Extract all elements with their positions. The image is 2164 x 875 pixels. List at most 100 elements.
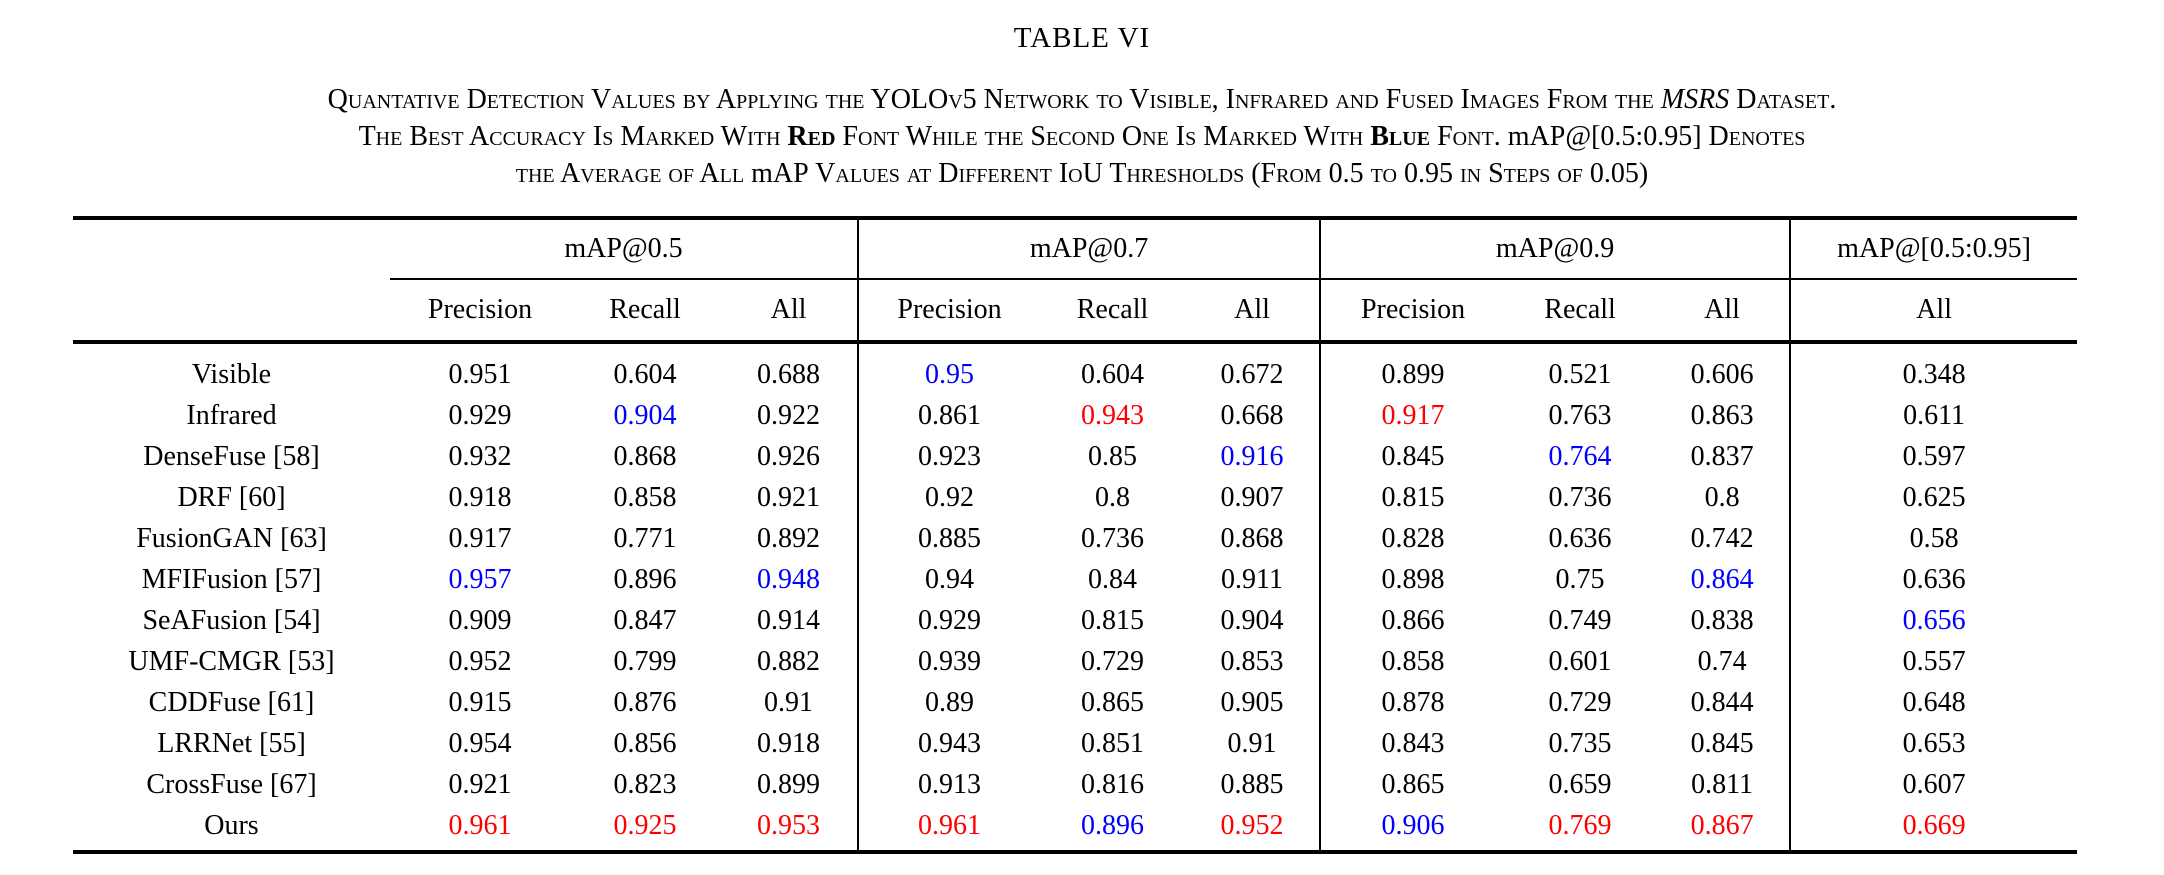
value-cell: 0.95 [857,342,1041,395]
value-cell: 0.636 [1789,559,2078,600]
sub-header-recall-3: Recall [1505,279,1656,344]
value-cell: 0.922 [757,399,820,431]
method-label: DRF [60] [177,481,286,513]
value-cell: 0.89 [857,682,1041,723]
value-cell: 0.769 [1505,805,1656,854]
value-cell: 0.668 [1220,399,1284,431]
value-cell: 0.853 [1220,645,1284,677]
value-cell: 0.866 [1319,600,1506,641]
value-cell: 0.952 [1185,805,1321,854]
results-table: mAP@0.5 mAP@0.7 mAP@0.9 mAP@[0.5:0.95] P… [73,216,2078,854]
value-cell: 0.858 [613,481,677,513]
value-cell: 0.58 [1789,518,2078,559]
sub-header-precision-1: Precision [390,279,570,344]
method-label: SeAFusion [54] [142,604,321,636]
value-cell: 0.915 [448,686,512,718]
value-cell: 0.653 [1789,723,2078,764]
value-cell: 0.909 [448,604,512,636]
value-cell: 0.648 [1789,682,2078,723]
value-cell: 0.604 [1081,358,1145,390]
value-cell: 0.91 [1227,727,1277,759]
value-cell: 0.735 [1548,727,1612,759]
value-cell: 0.913 [857,764,1041,805]
value-cell: 0.858 [1319,641,1506,682]
value-cell: 0.867 [1655,805,1791,854]
table-row: DenseFuse [58] 0.932 0.868 0.926 0.923 0.85 0.… [73,436,2078,477]
value-cell: 0.688 [757,358,820,390]
sub-header-all-1: All [720,279,859,344]
value-cell: 0.921 [448,768,512,800]
sub-header-precision-2: Precision [857,279,1041,344]
method-label: CrossFuse [67] [146,768,317,800]
table-row: CDDFuse [61] 0.915 0.876 0.91 0.89 0.865 0.905… [73,682,2078,723]
method-label: DenseFuse [58] [143,440,320,472]
method-label: Infrared [186,399,277,431]
value-cell: 0.939 [857,641,1041,682]
value-cell: 0.954 [448,727,512,759]
value-cell: 0.918 [448,481,512,513]
value-cell: 0.916 [1220,440,1284,472]
value-cell: 0.799 [613,645,677,677]
value-cell: 0.948 [757,563,820,595]
value-cell: 0.882 [757,645,820,677]
value-cell: 0.828 [1319,518,1506,559]
value-cell: 0.896 [1040,805,1186,854]
value-cell: 0.672 [1220,358,1284,390]
value-cell: 0.84 [1088,563,1138,595]
value-cell: 0.843 [1319,723,1506,764]
value-cell: 0.921 [757,481,820,513]
col-group-map05-095: mAP@[0.5:0.95] [1789,216,2078,280]
value-cell: 0.961 [390,805,570,854]
value-cell: 0.861 [857,395,1041,436]
value-cell: 0.521 [1548,358,1612,390]
value-cell: 0.742 [1690,522,1754,554]
sub-header-empty [73,279,390,344]
table-row: CrossFuse [67] 0.921 0.823 0.899 0.913 0.816 0… [73,764,2078,805]
value-cell: 0.815 [1081,604,1145,636]
value-cell: 0.815 [1319,477,1506,518]
table-body: Visible 0.951 0.604 0.688 0.95 0.604 0.672 0.89… [73,342,2078,854]
value-cell: 0.8 [1704,481,1740,513]
value-cell: 0.961 [857,805,1041,854]
table-row: Visible 0.951 0.604 0.688 0.95 0.604 0.672 0.89… [73,342,2078,395]
value-cell: 0.914 [757,604,820,636]
value-cell: 0.864 [1690,563,1754,595]
value-cell: 0.923 [857,436,1041,477]
value-cell: 0.932 [448,440,512,472]
value-cell: 0.904 [613,399,677,431]
value-cell: 0.929 [448,399,512,431]
value-cell: 0.917 [1319,395,1506,436]
value-cell: 0.625 [1789,477,2078,518]
value-cell: 0.669 [1789,805,2078,854]
sub-header-all-2: All [1185,279,1321,344]
value-cell: 0.611 [1789,395,2078,436]
method-label: UMF-CMGR [53] [128,645,335,677]
value-cell: 0.91 [764,686,813,718]
table-row: DRF [60] 0.918 0.858 0.921 0.92 0.8 0.907 0.815… [73,477,2078,518]
value-cell: 0.898 [1319,559,1506,600]
value-cell: 0.925 [570,805,720,854]
value-cell: 0.851 [1081,727,1145,759]
sub-header-row: Precision Recall All Precision Recall Al… [73,279,2078,344]
value-cell: 0.844 [1690,686,1754,718]
method-label: MFIFusion [57] [141,563,322,595]
value-cell: 0.876 [613,686,677,718]
value-cell: 0.816 [1081,768,1145,800]
value-cell: 0.952 [448,645,512,677]
value-cell: 0.863 [1690,399,1754,431]
value-cell: 0.847 [613,604,677,636]
value-cell: 0.8 [1095,481,1131,513]
value-cell: 0.823 [613,768,677,800]
value-cell: 0.865 [1319,764,1506,805]
value-cell: 0.868 [613,440,677,472]
value-cell: 0.348 [1789,342,2078,395]
value-cell: 0.557 [1789,641,2078,682]
caption-line: the Average of All mAP Values at Differe… [515,158,1649,189]
value-cell: 0.926 [757,440,820,472]
value-cell: 0.74 [1697,645,1747,677]
value-cell: 0.878 [1319,682,1506,723]
value-cell: 0.896 [613,563,677,595]
table-caption: Quantative Detection Values by Applying … [42,81,2122,192]
table-row: LRRNet [55] 0.954 0.856 0.918 0.943 0.851 0.91… [73,723,2078,764]
table-row: SeAFusion [54] 0.909 0.847 0.914 0.929 0.815 0… [73,600,2078,641]
